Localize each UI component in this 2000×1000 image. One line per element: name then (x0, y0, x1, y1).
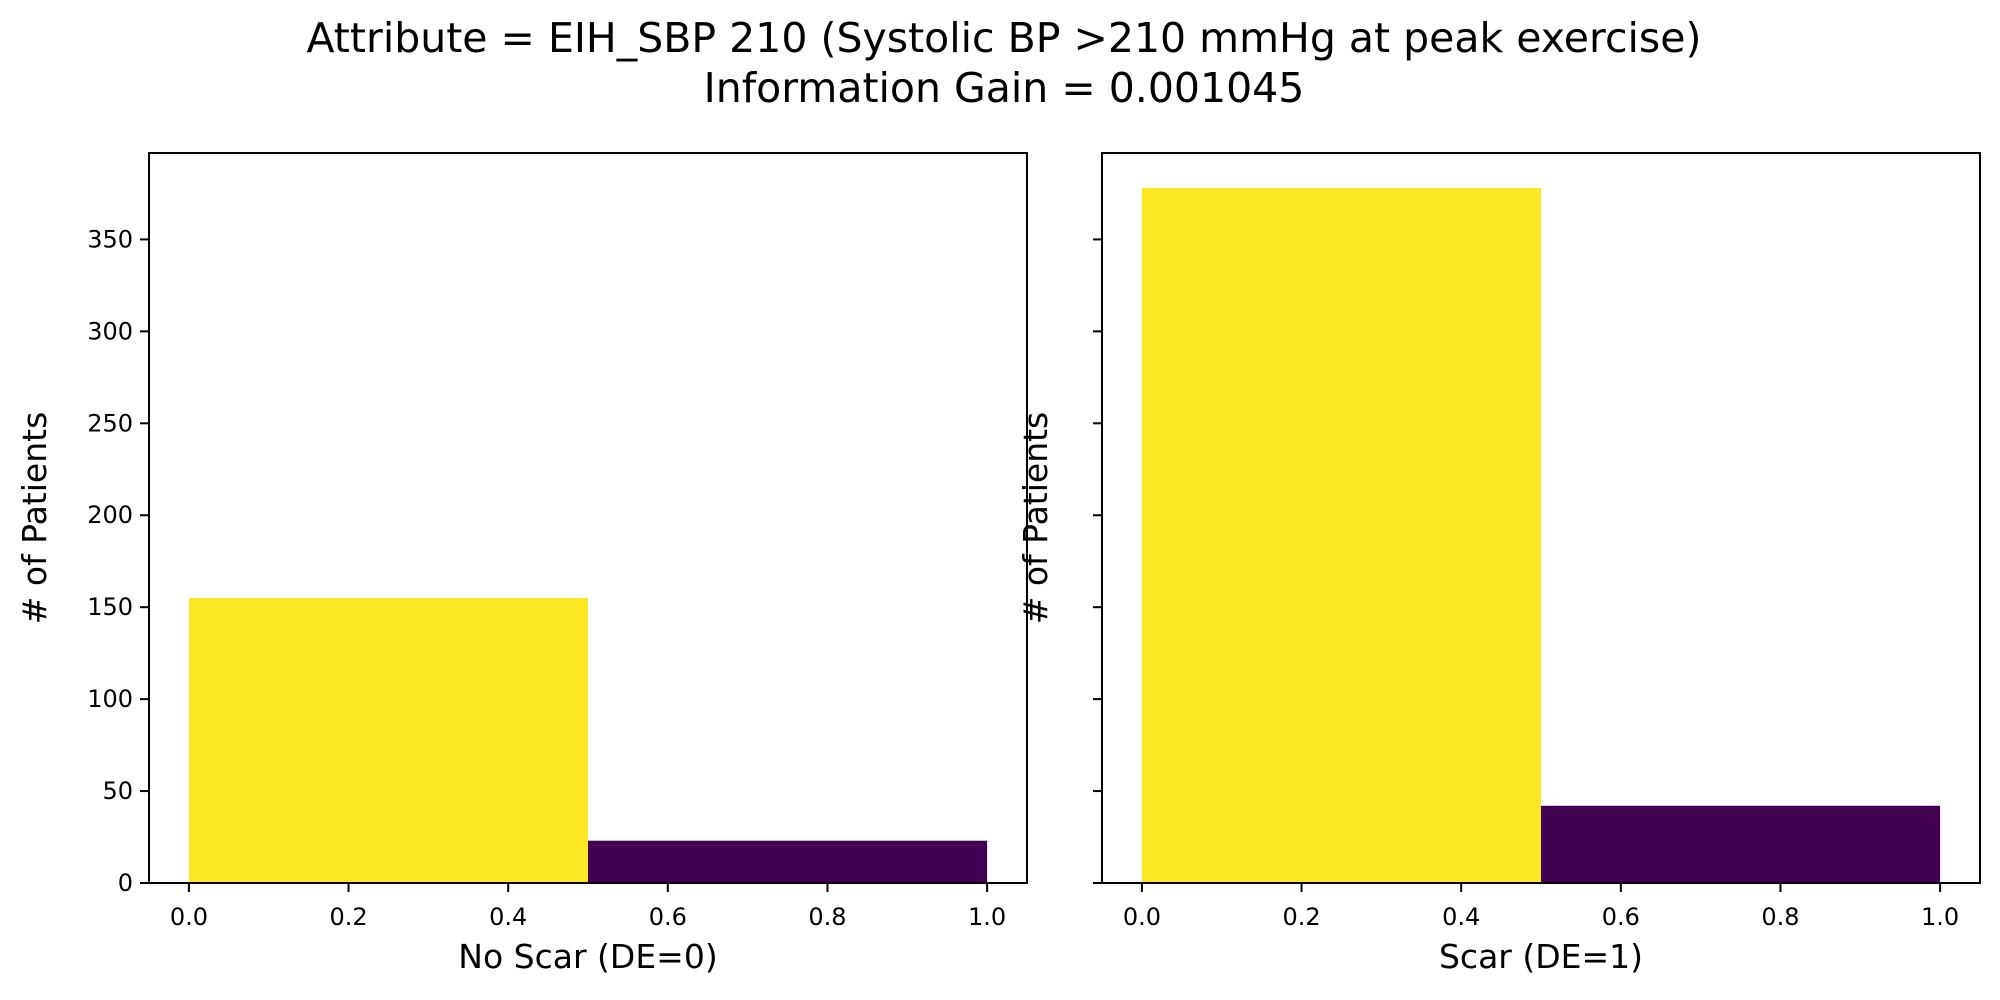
left-ytick-label-0: 0 (118, 869, 133, 897)
right-chart-panel: 0.0 0.2 0.4 0.6 0.8 1.0 Scar (DE=1) # of Patien… (1016, 152, 1981, 976)
left-ytick-label-3: 150 (87, 593, 133, 621)
left-xtick-label-1: 0.2 (329, 903, 367, 931)
left-ytick-label-1: 50 (102, 777, 133, 805)
left-bar-1 (588, 840, 988, 883)
right-bar-0 (1141, 187, 1541, 884)
right-bar-1 (1541, 805, 1941, 883)
left-axes-frame (148, 152, 1028, 884)
right-xtick-label-1: 0.2 (1282, 903, 1320, 931)
right-y-axis-label: # of Patients (1016, 412, 1055, 625)
right-xtick-label-2: 0.4 (1442, 903, 1480, 931)
left-chart-panel: 0.0 0.2 0.4 0.6 0.8 1.0 0 50 100 150 200 250 300 350 N… (15, 152, 1028, 976)
right-x-axis-label: Scar (DE=1) (1439, 937, 1643, 976)
left-bar-0 (188, 597, 588, 883)
figure-title-line1: Attribute = EIH_SBP 210 (Systolic BP >21… (306, 14, 1701, 62)
right-axes-frame (1101, 152, 1981, 884)
left-xtick-label-4: 0.8 (808, 903, 846, 931)
left-y-axis-label: # of Patients (15, 412, 54, 625)
left-ytick-label-2: 100 (87, 685, 133, 713)
left-xtick-label-3: 0.6 (649, 903, 687, 931)
left-ytick-label-7: 350 (87, 225, 133, 253)
right-xtick-label-3: 0.6 (1602, 903, 1640, 931)
right-xtick-label-4: 0.8 (1761, 903, 1799, 931)
left-ytick-label-4: 200 (87, 501, 133, 529)
left-xtick-label-5: 1.0 (968, 903, 1006, 931)
right-xtick-label-5: 1.0 (1921, 903, 1959, 931)
right-xtick-label-0: 0.0 (1123, 903, 1161, 931)
figure-title-line2: Information Gain = 0.001045 (704, 64, 1305, 112)
left-xtick-label-2: 0.4 (489, 903, 527, 931)
left-ytick-label-6: 300 (87, 317, 133, 345)
left-xtick-label-0: 0.0 (170, 903, 208, 931)
left-x-axis-label: No Scar (DE=0) (458, 937, 717, 976)
left-ytick-label-5: 250 (87, 409, 133, 437)
